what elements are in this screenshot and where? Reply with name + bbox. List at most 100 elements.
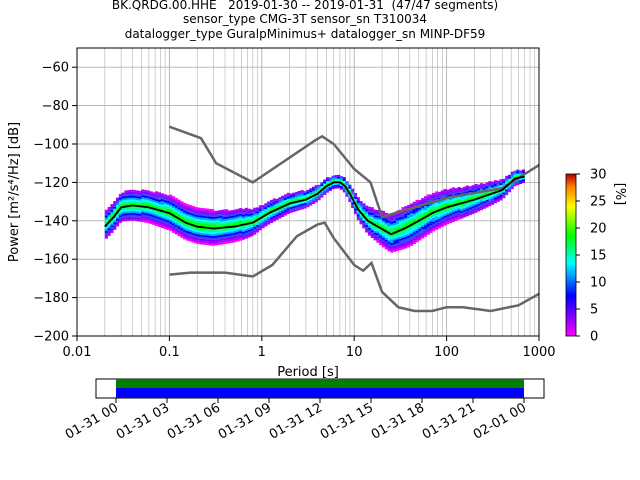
histogram-cell	[283, 211, 288, 214]
histogram-cell	[211, 226, 215, 229]
histogram-cell	[449, 219, 453, 222]
histogram-cell	[141, 189, 145, 192]
new-high-noise-model	[168, 125, 539, 219]
histogram-cell	[328, 179, 332, 182]
histogram-cell	[488, 198, 492, 201]
histogram-cell	[177, 201, 181, 204]
histogram-cell	[202, 215, 206, 218]
histogram-cell	[309, 192, 313, 195]
histogram-cell	[107, 222, 111, 225]
histogram-cell	[463, 211, 467, 214]
histogram-cell	[471, 210, 475, 213]
histogram-cell	[376, 233, 380, 236]
histogram-cell	[208, 210, 212, 213]
histogram-cell	[390, 225, 394, 228]
histogram-cell	[213, 239, 218, 242]
histogram-cell	[121, 202, 125, 205]
histogram-cell	[435, 218, 439, 221]
histogram-cell	[205, 243, 209, 246]
histogram-cell	[160, 195, 164, 198]
histogram-cell	[311, 192, 316, 195]
histogram-cell	[138, 200, 142, 203]
histogram-cell	[412, 203, 416, 206]
histogram-cell	[418, 228, 422, 231]
histogram-cell	[314, 186, 318, 189]
histogram-cell	[219, 211, 223, 214]
histogram-cell	[379, 222, 383, 225]
histogram-cell	[236, 237, 240, 240]
histogram-cell	[421, 202, 425, 205]
time-coverage-bar-top	[116, 379, 524, 388]
histogram-cell	[362, 226, 366, 229]
histogram-cell	[449, 198, 453, 201]
histogram-cell	[160, 197, 164, 200]
histogram-cell	[367, 208, 372, 211]
histogram-cell	[264, 212, 268, 215]
histogram-cell	[157, 203, 162, 206]
histogram-cell	[356, 199, 360, 202]
histogram-cell	[415, 211, 419, 214]
histogram-cell	[236, 216, 240, 219]
histogram-cell	[311, 202, 316, 205]
histogram-cell	[208, 229, 212, 232]
histogram-cell	[390, 237, 394, 240]
histogram-cell	[160, 222, 164, 225]
histogram-cell	[283, 209, 288, 212]
histogram-cell	[225, 224, 229, 227]
histogram-cell	[426, 200, 430, 203]
histogram-cell	[362, 212, 366, 215]
histogram-cell	[261, 210, 265, 213]
histogram-cell	[362, 224, 366, 227]
histogram-cell	[180, 230, 184, 233]
histogram-cell	[323, 185, 327, 188]
histogram-cell	[390, 227, 394, 230]
histogram-cell	[390, 248, 394, 251]
histogram-cell	[166, 220, 170, 223]
histogram-cell	[191, 227, 195, 230]
histogram-cell	[401, 222, 405, 225]
histogram-cell	[202, 235, 206, 238]
histogram-cell	[499, 179, 503, 182]
histogram-cell	[166, 199, 170, 202]
histogram-cell	[300, 192, 304, 195]
histogram-cell	[118, 195, 122, 198]
histogram-cell	[485, 203, 489, 206]
histogram-cell	[379, 243, 383, 246]
histogram-cell	[491, 195, 495, 198]
histogram-cell	[451, 200, 456, 203]
histogram-cell	[370, 218, 374, 221]
histogram-cell	[289, 197, 293, 200]
histogram-cell	[211, 214, 215, 217]
histogram-cell	[205, 220, 209, 223]
histogram-cell	[110, 215, 114, 218]
histogram-cell	[415, 238, 419, 241]
histogram-cell	[356, 204, 360, 207]
histogram-cell	[197, 224, 201, 227]
histogram-cell	[267, 216, 271, 219]
histogram-cell	[359, 218, 363, 221]
histogram-cell	[118, 205, 122, 208]
histogram-cell	[404, 213, 408, 216]
histogram-cell	[423, 223, 428, 226]
histogram-cell	[477, 196, 481, 199]
histogram-cell	[213, 233, 218, 236]
histogram-cell	[505, 177, 509, 180]
histogram-cell	[488, 202, 492, 205]
histogram-cell	[174, 219, 178, 222]
histogram-cell	[211, 222, 215, 225]
histogram-cell	[275, 198, 279, 201]
histogram-cell	[292, 209, 296, 212]
histogram-cell	[334, 182, 338, 185]
histogram-cell	[230, 223, 234, 226]
histogram-cell	[325, 179, 330, 182]
histogram-cell	[213, 241, 218, 244]
histogram-cell	[401, 232, 405, 235]
y-tick-label: −80	[42, 99, 69, 114]
histogram-cell	[493, 184, 497, 187]
histogram-cell	[222, 230, 226, 233]
histogram-cell	[121, 200, 125, 203]
histogram-cell	[384, 222, 388, 225]
histogram-cell	[135, 196, 139, 199]
histogram-cell	[211, 209, 215, 212]
histogram-cell	[393, 219, 397, 222]
